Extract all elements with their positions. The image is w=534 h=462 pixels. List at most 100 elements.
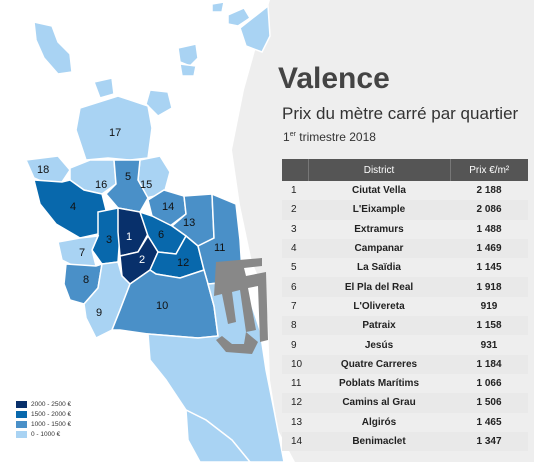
- table-row: 2 L'Eixample 2 086: [282, 200, 528, 220]
- row-district: Benimaclet: [308, 431, 450, 452]
- row-district: L'Eixample: [308, 200, 450, 220]
- district-label-12: 12: [177, 257, 189, 269]
- page-subtitle: Prix du mètre carré par quartier: [282, 104, 519, 123]
- district-shape-north-h: [145, 89, 173, 117]
- district-shape-7: [57, 235, 100, 269]
- row-number: 6: [282, 277, 308, 297]
- row-price: 1 347: [450, 431, 528, 452]
- row-price: 2 086: [450, 200, 528, 220]
- row-district: L'Olivereta: [353, 300, 405, 312]
- row-number: 12: [282, 393, 308, 413]
- district-label-10: 10: [156, 300, 168, 312]
- district-label-18: 18: [37, 164, 49, 176]
- district-label-3: 3: [106, 234, 112, 246]
- legend-item: 1000 - 1500 €: [16, 419, 71, 429]
- row-district: La Saïdia: [357, 262, 401, 274]
- row-price: 1 488: [476, 223, 502, 235]
- row-price: 1 145: [476, 262, 502, 274]
- header-district: District: [308, 159, 451, 181]
- row-number: 8: [282, 316, 308, 336]
- district-label-5: 5: [125, 171, 131, 183]
- district-label-9: 9: [96, 307, 102, 319]
- row-number: 5: [291, 262, 297, 274]
- row-district: Jesús: [364, 339, 394, 351]
- district-shape-north-f: [179, 63, 197, 77]
- table-row: 12 Camins al Grau 1 506: [282, 393, 528, 413]
- row-district: Ciutat Vella: [352, 185, 406, 197]
- row-price: 1 918: [450, 277, 528, 297]
- legend-swatch: [16, 430, 27, 438]
- row-price: 1 158: [450, 316, 528, 336]
- row-price: 1 066: [476, 378, 502, 390]
- table-row: 3 Extramurs 1 488: [282, 220, 528, 239]
- row-price: 2 188: [476, 185, 502, 197]
- district-shape-north-a: [227, 7, 252, 27]
- district-label-1: 1: [126, 231, 132, 243]
- row-number: 1: [291, 185, 297, 197]
- district-label-11: 11: [214, 242, 225, 254]
- district-label-16: 16: [95, 179, 107, 191]
- district-label-7: 7: [79, 247, 85, 259]
- table-row: 13 Algirós 1 465: [282, 413, 528, 432]
- port-breakwater: [216, 332, 258, 354]
- district-label-4: 4: [70, 201, 76, 213]
- row-number: 14: [282, 431, 308, 452]
- row-price: 931: [480, 339, 498, 351]
- legend-item: 1500 - 2000 €: [16, 409, 71, 419]
- row-price: 1 469: [450, 238, 528, 259]
- row-number: 3: [291, 223, 297, 235]
- table-row: 10 Quatre Carreres 1 184: [282, 354, 528, 374]
- district-labels: 1 2 3 4 5 6 7 8 9 10 11 12 13 14 15 16 1…: [37, 127, 225, 319]
- table-row: 5 La Saïdia 1 145: [282, 258, 528, 277]
- legend-swatch: [16, 420, 27, 428]
- legend-label: 2000 - 2500 €: [31, 400, 72, 408]
- district-label-6: 6: [158, 229, 164, 241]
- district-label-15: 15: [140, 179, 152, 191]
- district-shape-north-c: [239, 4, 271, 53]
- port-harbour: [214, 258, 268, 342]
- table-row: 4 Campanar 1 469: [282, 238, 528, 259]
- table-header-row: District Prix €/m²: [282, 159, 528, 181]
- header-price: Prix €/m²: [450, 159, 528, 181]
- period-rest: trimestre 2018: [295, 130, 376, 144]
- legend-item: 2000 - 2500 €: [16, 399, 71, 409]
- district-shape-north-g: [92, 77, 115, 99]
- row-price: 1 465: [476, 416, 502, 428]
- legend-label: 1500 - 2000 €: [31, 410, 72, 418]
- table-row: 11 Poblats Marítims 1 066: [282, 374, 528, 393]
- row-number: 10: [282, 354, 308, 374]
- page-title: Valence: [278, 62, 390, 95]
- district-shape-north-b: [211, 1, 225, 13]
- row-number: 2: [282, 200, 308, 220]
- district-label-14: 14: [162, 201, 174, 213]
- row-district: Patraix: [308, 316, 450, 336]
- legend-swatch: [16, 400, 27, 408]
- map-legend: 2000 - 2500 € 1500 - 2000 € 1000 - 1500 € 0…: [16, 399, 71, 439]
- row-number: 4: [282, 238, 308, 259]
- row-district: Extramurs: [354, 223, 404, 235]
- table-row: 14 Benimaclet 1 347: [282, 431, 528, 452]
- row-number: 9: [291, 339, 297, 351]
- district-price-table: District Prix €/m² 1 Ciutat Vella 2 188 2 L'…: [282, 159, 528, 452]
- period-label: 1er trimestre 2018: [283, 130, 376, 144]
- row-number: 13: [291, 416, 303, 428]
- row-price: 1 506: [450, 393, 528, 413]
- sea-area: [232, 0, 534, 462]
- district-label-13: 13: [183, 217, 195, 229]
- row-district: Poblats Marítims: [338, 378, 420, 390]
- row-price: 919: [480, 300, 498, 312]
- table-row: 7 L'Olivereta 919: [282, 297, 528, 316]
- legend-label: 0 - 1000 €: [31, 430, 61, 438]
- legend-item: 0 - 1000 €: [16, 429, 71, 439]
- district-label-2: 2: [139, 254, 145, 266]
- header-number: [282, 159, 309, 181]
- row-number: 7: [291, 300, 297, 312]
- row-district: Campanar: [308, 238, 450, 259]
- district-shape-north-e: [177, 43, 199, 67]
- row-number: 11: [291, 378, 302, 390]
- period-ordinal: 1: [283, 130, 290, 144]
- table-body: 1 Ciutat Vella 2 188 2 L'Eixample 2 086 3 Extra…: [282, 181, 528, 452]
- row-district: Quatre Carreres: [308, 354, 450, 374]
- row-price: 1 184: [450, 354, 528, 374]
